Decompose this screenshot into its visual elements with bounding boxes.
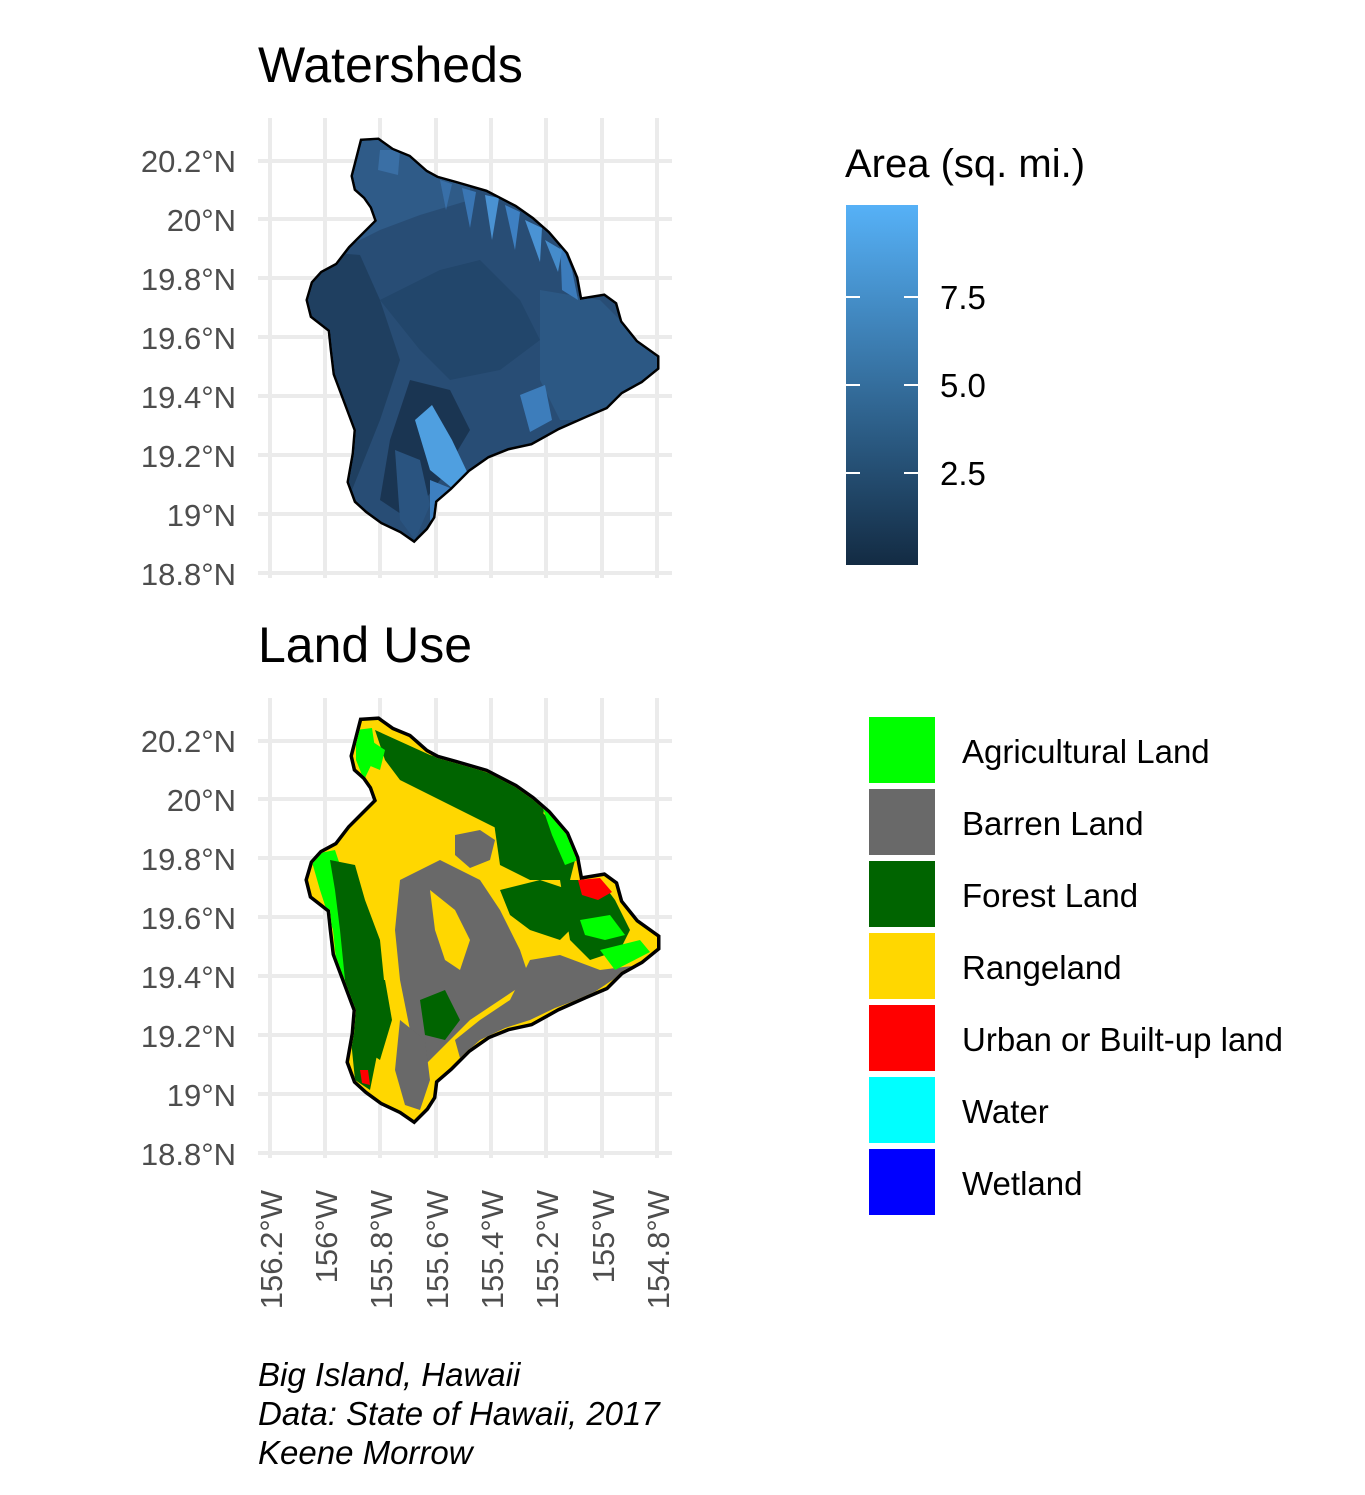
legend-swatch [869,861,935,927]
land-use-y-tick-labels: 20.2°N 20°N 19.8°N 19.6°N 19.4°N 19.2°N … [141,724,236,1172]
legend-label: Urban or Built-up land [962,1021,1283,1058]
y-tick-label: 20°N [167,203,236,238]
barren-area [455,830,495,868]
land-use-title: Land Use [258,617,472,673]
watershed-stripe [560,240,578,300]
y-tick-label: 19.4°N [141,960,236,995]
watershed-center [380,260,540,380]
caption: Big Island, Hawaii Data: State of Hawaii… [258,1356,661,1471]
legend-swatch [869,933,935,999]
watershed-southwest [395,450,430,540]
agricultural-area [600,940,650,970]
legend-swatch [869,789,935,855]
watershed-east [540,290,657,420]
x-tick-labels: 156.2°W 156°W 155.8°W 155.6°W 155.4°W 15… [254,1189,676,1309]
y-tick-label: 18.8°N [141,557,236,592]
x-tick-label: 155.4°W [475,1189,510,1309]
urban-area [578,878,612,900]
caption-location: Big Island, Hawaii [258,1356,522,1393]
forest-area [490,790,575,880]
x-tick-label: 156°W [309,1189,344,1283]
x-tick-label: 154.8°W [641,1189,676,1309]
y-tick-label: 19.2°N [141,439,236,474]
watershed-stripe [505,205,520,250]
barren-area [395,1020,430,1110]
x-tick-label: 156.2°W [254,1189,289,1309]
legend-label: Water [962,1093,1049,1130]
colorbar-label: 5.0 [940,367,986,404]
x-tick-label: 155°W [586,1189,621,1283]
land-use-map [300,710,670,1130]
watershed-bright-1 [415,405,470,488]
y-tick-label: 20.2°N [141,144,236,179]
area-legend: Area (sq. mi.) 7.5 5.0 2.5 [845,142,1085,565]
agricultural-area [368,740,385,770]
legend-label: Agricultural Land [962,733,1210,770]
legend-swatch [869,717,935,783]
forest-area [360,980,392,1060]
watershed-stripe [462,188,476,228]
legend-label: Rangeland [962,949,1122,986]
area-legend-title: Area (sq. mi.) [845,142,1085,186]
legend-swatch [869,1149,935,1215]
watersheds-map [300,130,670,550]
watershed-bright-3 [430,480,450,530]
x-tick-label: 155.8°W [364,1189,399,1309]
y-tick-label: 20.2°N [141,724,236,759]
caption-source: Data: State of Hawaii, 2017 [258,1395,661,1432]
y-tick-label: 19.8°N [141,262,236,297]
x-tick-label: 155.6°W [420,1189,455,1309]
watershed-stripe [545,240,562,272]
urban-area [360,1070,370,1085]
watersheds-title: Watersheds [258,37,523,93]
y-tick-label: 19.4°N [141,380,236,415]
y-tick-label: 20°N [167,783,236,818]
legend-swatch [869,1005,935,1071]
forest-area [420,990,460,1040]
legend-label: Forest Land [962,877,1138,914]
watershed-bright-2 [520,385,552,432]
watershed-stripe [485,195,499,240]
forest-area [500,880,580,940]
watershed-stripe [525,220,542,262]
y-tick-label: 19.6°N [141,321,236,356]
rangeland-area [430,890,470,970]
watershed-stripe [440,180,452,210]
colorbar-label: 2.5 [940,455,986,492]
y-tick-label: 19°N [167,1078,236,1113]
barren-area [455,955,650,1058]
y-tick-label: 18.8°N [141,1137,236,1172]
agricultural-area [540,800,578,865]
legend-label: Wetland [962,1165,1082,1202]
watersheds-y-tick-labels: 20.2°N 20°N 19.8°N 19.6°N 19.4°N 19.2°N … [141,144,236,592]
y-tick-label: 19.2°N [141,1019,236,1054]
agricultural-area [580,915,625,940]
watershed-patch [378,150,400,175]
legend-label: Barren Land [962,805,1144,842]
land-use-legend: Agricultural Land Barren Land Forest Land R… [869,717,1283,1215]
y-tick-label: 19°N [167,498,236,533]
y-tick-label: 19.8°N [141,842,236,877]
colorbar-label: 7.5 [940,279,986,316]
caption-author: Keene Morrow [258,1434,475,1471]
x-tick-label: 155.2°W [530,1189,565,1309]
y-tick-label: 19.6°N [141,901,236,936]
legend-swatch [869,1077,935,1143]
